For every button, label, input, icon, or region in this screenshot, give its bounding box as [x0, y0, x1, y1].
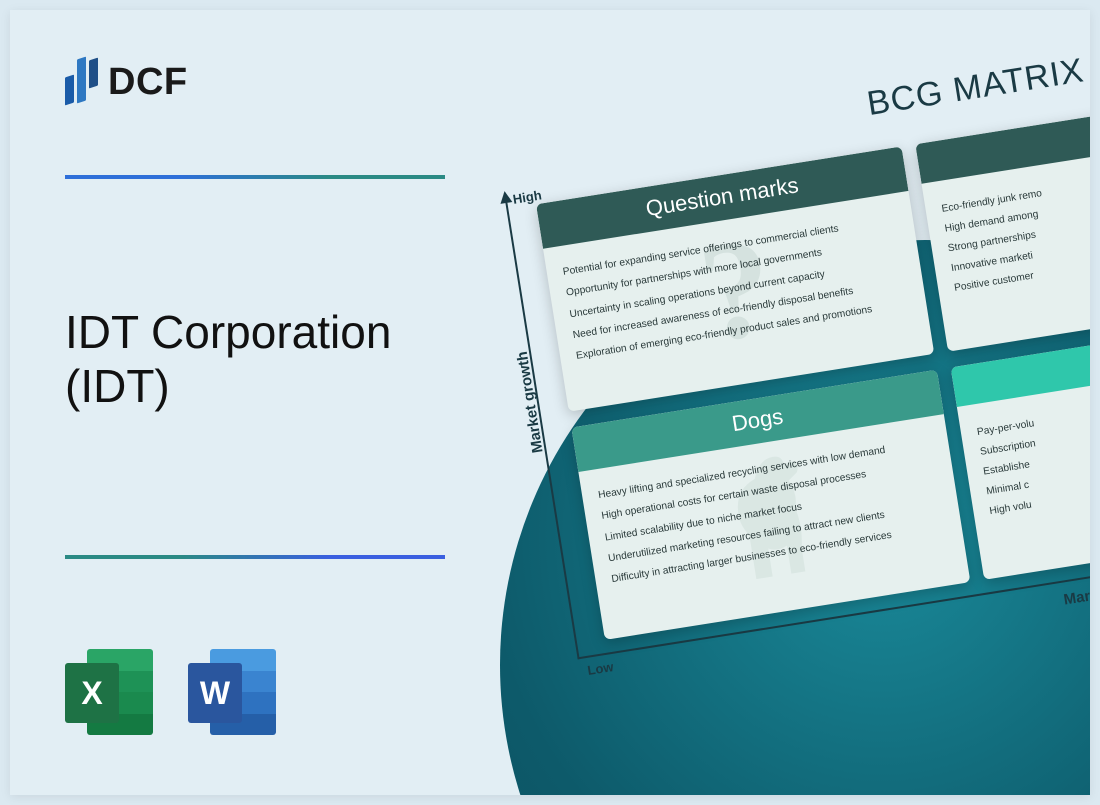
bcg-matrix-diagram: BCG MATRIX Market growth Market share Hi… — [480, 58, 1090, 711]
word-letter: W — [200, 675, 230, 712]
logo-bars-icon — [65, 55, 98, 110]
quadrant-right-top-partial: Eco-friendly junk remoHigh demand amongS… — [915, 104, 1090, 352]
excel-icon[interactable]: X — [65, 645, 160, 740]
quadrant-right-bottom-partial: Pay-per-voluSubscriptionEstablisheMinima… — [951, 327, 1090, 580]
divider-top — [65, 175, 445, 179]
quadrant-dogs: Dogs Heavy lifting and specialized recyc… — [571, 370, 970, 640]
slide-card: DCF IDT Corporation (IDT) X W BCG MATRIX… — [10, 10, 1090, 795]
quadrant-question-marks: Question marks ? Potential for expanding… — [536, 146, 934, 411]
brand-name: DCF — [108, 61, 188, 104]
file-icons-row: X W — [65, 645, 283, 740]
divider-bottom — [65, 555, 445, 559]
title-line-1: IDT Corporation — [65, 305, 391, 359]
title-line-2: (IDT) — [65, 359, 391, 413]
y-axis-label: Market growth — [514, 350, 547, 454]
page-title: IDT Corporation (IDT) — [65, 305, 391, 414]
matrix-title: BCG MATRIX — [864, 51, 1086, 124]
brand-logo: DCF — [65, 55, 188, 110]
word-icon[interactable]: W — [188, 645, 283, 740]
excel-letter: X — [81, 675, 102, 712]
y-tick-low: Low — [586, 659, 614, 678]
